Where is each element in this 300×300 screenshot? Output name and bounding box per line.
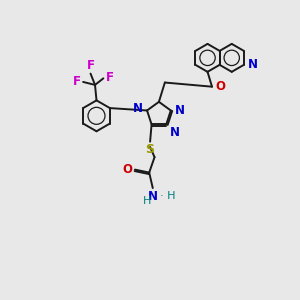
Text: F: F: [87, 59, 94, 72]
Text: N: N: [148, 190, 158, 203]
Text: O: O: [216, 80, 226, 93]
Text: N: N: [175, 104, 185, 117]
Text: N: N: [248, 58, 258, 71]
Text: N: N: [170, 126, 180, 139]
Text: O: O: [122, 163, 132, 176]
Text: H: H: [143, 196, 152, 206]
Text: S: S: [146, 143, 154, 157]
Text: F: F: [106, 71, 114, 84]
Text: N: N: [133, 103, 143, 116]
Text: F: F: [73, 75, 81, 88]
Text: · H: · H: [160, 191, 176, 201]
